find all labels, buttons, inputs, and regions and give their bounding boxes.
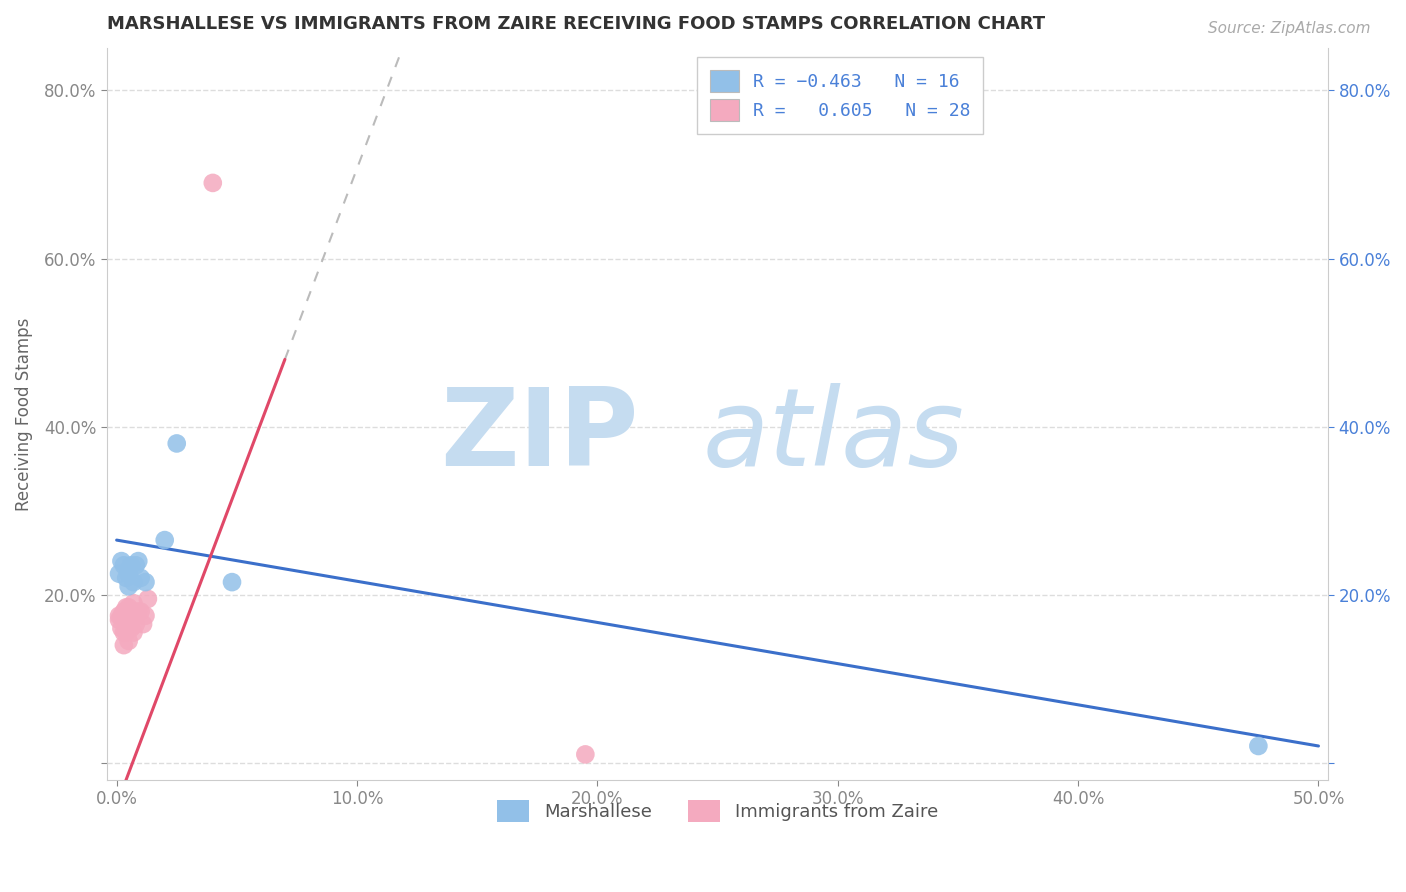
Point (118, 600, 141, 615)
Point (122, 625, 145, 640)
Point (110, 621, 132, 635)
Point (112, 625, 135, 640)
Point (115, 571, 138, 585)
Point (125, 558, 148, 573)
Point (134, 575, 156, 590)
Point (115, 600, 138, 615)
Point (115, 617, 138, 632)
Point (120, 613, 142, 627)
Point (201, 176, 224, 190)
Point (132, 617, 155, 632)
Legend: Marshallese, Immigrants from Zaire: Marshallese, Immigrants from Zaire (482, 786, 952, 837)
Point (122, 575, 145, 590)
Point (136, 591, 159, 606)
Point (108, 613, 131, 627)
Point (1247, 739, 1270, 753)
Point (118, 566, 141, 581)
Point (118, 634, 141, 648)
Point (129, 571, 152, 585)
Point (118, 613, 141, 627)
Point (134, 608, 156, 623)
Point (112, 605, 135, 619)
Text: Source: ZipAtlas.com: Source: ZipAtlas.com (1208, 21, 1371, 36)
Point (110, 608, 132, 623)
Point (120, 608, 142, 623)
Text: ZIP: ZIP (440, 383, 638, 489)
Point (127, 605, 149, 619)
Point (110, 554, 132, 568)
Text: atlas: atlas (703, 384, 965, 489)
Point (221, 575, 243, 590)
Y-axis label: Receiving Food Stamps: Receiving Food Stamps (15, 318, 32, 511)
Point (125, 617, 148, 632)
Point (120, 558, 142, 573)
Point (153, 533, 176, 547)
Point (112, 638, 135, 652)
Point (108, 566, 131, 581)
Text: MARSHALLESE VS IMMIGRANTS FROM ZAIRE RECEIVING FOOD STAMPS CORRELATION CHART: MARSHALLESE VS IMMIGRANTS FROM ZAIRE REC… (107, 15, 1045, 33)
Point (166, 436, 188, 450)
Point (112, 558, 135, 573)
Point (115, 625, 138, 640)
Point (118, 579, 141, 593)
Point (125, 608, 148, 623)
Point (122, 596, 145, 610)
Point (108, 608, 131, 623)
Point (127, 554, 149, 568)
Point (122, 608, 145, 623)
Point (120, 621, 142, 635)
Point (574, 747, 596, 762)
Point (129, 605, 152, 619)
